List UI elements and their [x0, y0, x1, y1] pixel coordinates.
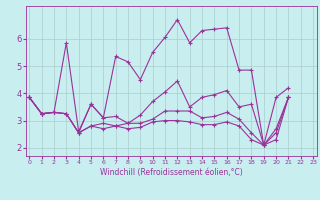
X-axis label: Windchill (Refroidissement éolien,°C): Windchill (Refroidissement éolien,°C): [100, 168, 243, 177]
